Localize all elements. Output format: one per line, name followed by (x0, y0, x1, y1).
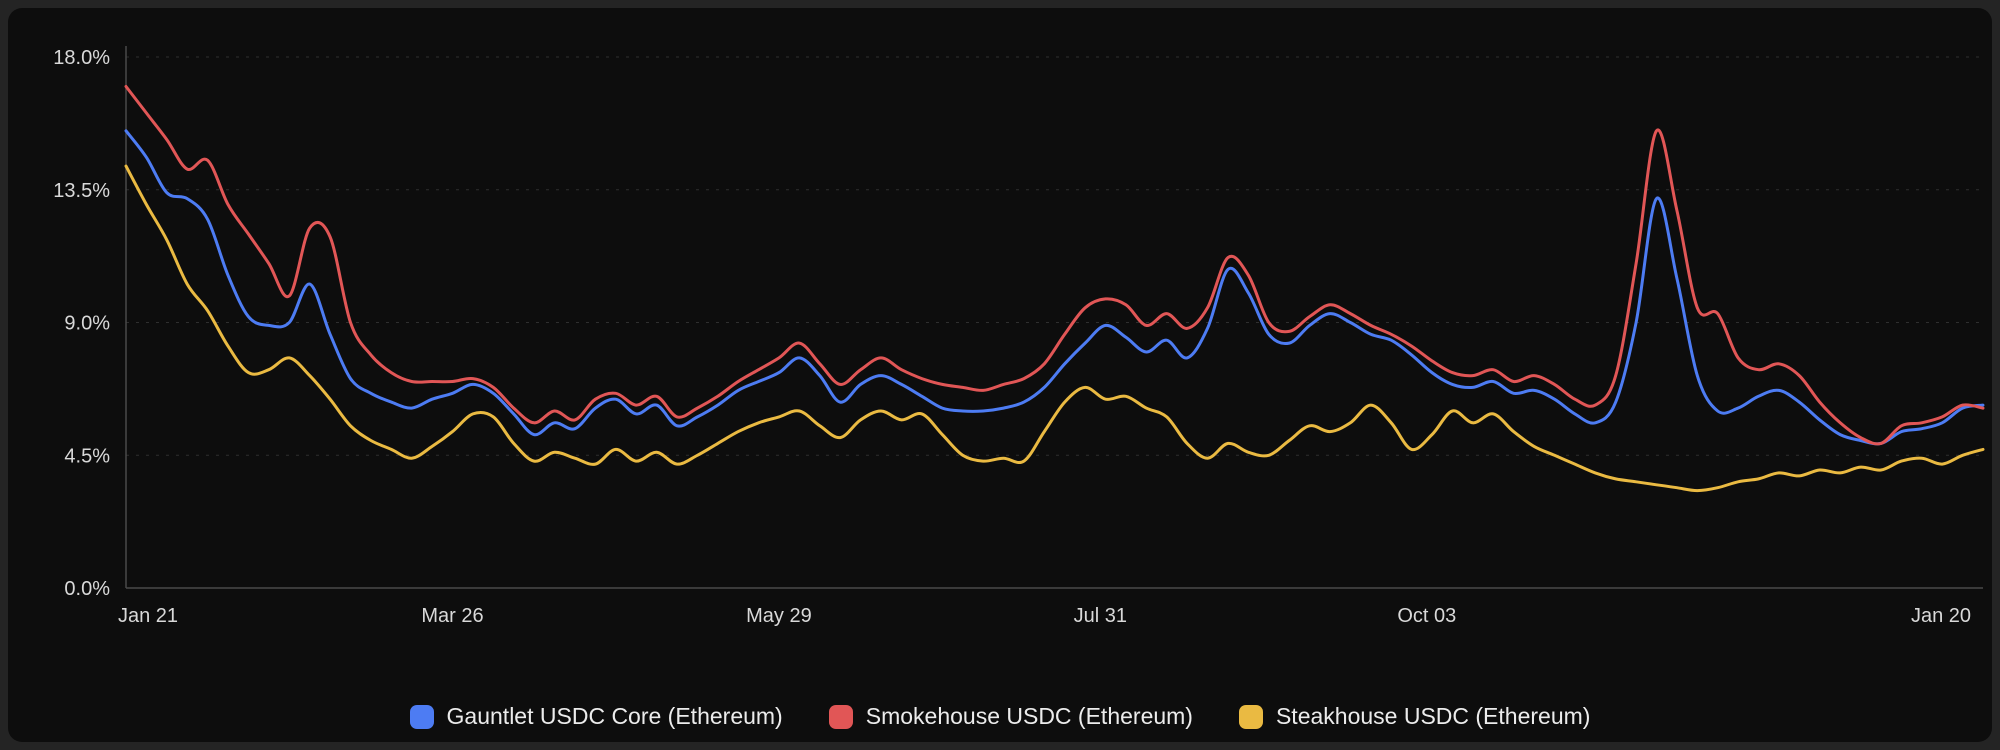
legend-label-smokehouse: Smokehouse USDC (Ethereum) (865, 703, 1193, 729)
legend-swatch-red-icon (828, 704, 853, 729)
x-axis-tick-label: Mar 26 (421, 605, 483, 627)
legend-item-steakhouse-usdc[interactable]: Steakhouse USDC (Ethereum) (1238, 703, 1591, 730)
y-axis-tick-label: 4.5% (64, 445, 110, 467)
x-axis-tick-label: Jan 21 (118, 605, 178, 627)
chart-card: 0.0% 4.5% 9.0% 13.5% 18.0% Jan 21 Mar 26 May 29… (8, 8, 1992, 742)
y-axis-tick-label: 13.5% (53, 180, 110, 202)
chart-plot-area[interactable]: 0.0% 4.5% 9.0% 13.5% 18.0% Jan 21 Mar 26 May 29… (8, 8, 1992, 742)
y-axis-tick-label: 9.0% (64, 313, 110, 335)
legend-item-smokehouse-usdc[interactable]: Smokehouse USDC (Ethereum) (828, 703, 1193, 730)
x-axis-tick-label: Oct 03 (1397, 605, 1456, 627)
legend-swatch-yellow-icon (1238, 704, 1263, 729)
legend-label-gauntlet: Gauntlet USDC Core (Ethereum) (446, 703, 783, 729)
chart-legend: Gauntlet USDC Core (Ethereum) Smokehouse… (8, 703, 1992, 730)
y-axis-tick-label: 18.0% (53, 47, 110, 69)
x-axis-tick-label: Jan 20 (1911, 605, 1971, 627)
x-axis-tick-label: Jul 31 (1074, 605, 1127, 627)
series-line-2 (124, 164, 1985, 493)
series-line-1 (124, 85, 1985, 446)
legend-item-gauntlet-usdc-core[interactable]: Gauntlet USDC Core (Ethereum) (409, 703, 783, 730)
series-line-0 (124, 129, 1985, 446)
legend-label-steakhouse: Steakhouse USDC (Ethereum) (1275, 703, 1591, 729)
legend-swatch-blue-icon (409, 704, 434, 729)
y-axis-tick-label: 0.0% (64, 578, 110, 600)
x-axis-tick-label: May 29 (746, 605, 812, 627)
